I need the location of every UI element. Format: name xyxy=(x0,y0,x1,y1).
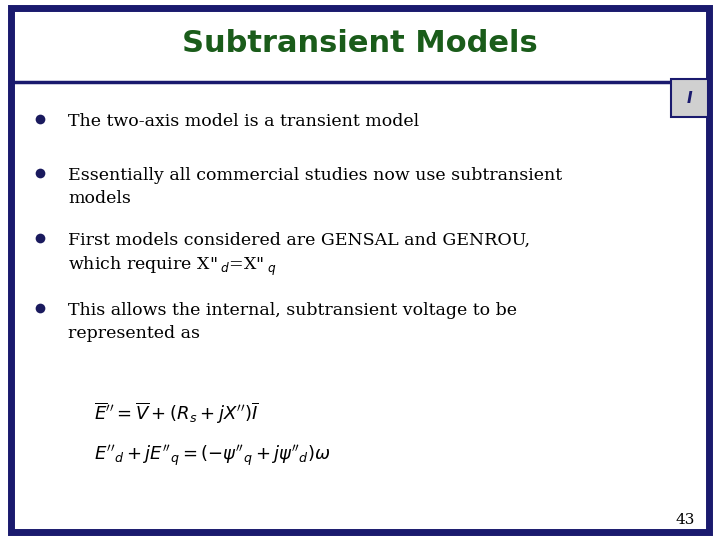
Text: I: I xyxy=(687,91,693,106)
Text: $E''_d + jE''_q = (-\psi''_q + j\psi''_d)\omega$: $E''_d + jE''_q = (-\psi''_q + j\psi''_d… xyxy=(94,444,330,469)
Text: Subtransient Models: Subtransient Models xyxy=(182,29,538,58)
Text: This allows the internal, subtransient voltage to be
represented as: This allows the internal, subtransient v… xyxy=(68,302,518,342)
Text: Essentially all commercial studies now use subtransient
models: Essentially all commercial studies now u… xyxy=(68,167,562,207)
Text: The two-axis model is a transient model: The two-axis model is a transient model xyxy=(68,113,420,130)
Text: 43: 43 xyxy=(675,512,695,526)
Text: $\overline{E}'' = \overline{V} + (R_s + jX'')\overline{I}$: $\overline{E}'' = \overline{V} + (R_s + … xyxy=(94,400,258,426)
Bar xyxy=(671,79,708,117)
Text: First models considered are GENSAL and GENROU,
which require X" $_{d}$=X" $_{q}$: First models considered are GENSAL and G… xyxy=(68,232,531,279)
